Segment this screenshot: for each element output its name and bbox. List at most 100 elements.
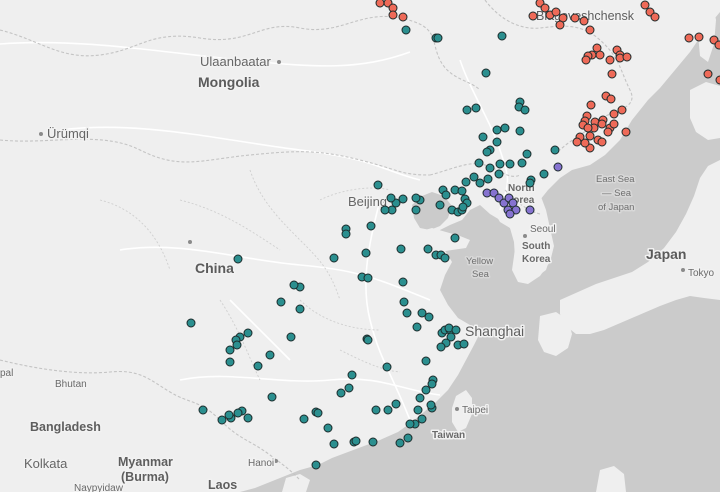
china-location-point[interactable] [286,332,296,342]
china-location-point[interactable] [402,308,412,318]
china-location-point[interactable] [265,350,275,360]
china-location-point[interactable] [426,400,436,410]
china-location-point[interactable] [500,123,510,133]
china-location-point[interactable] [451,325,461,335]
china-location-point[interactable] [411,205,421,215]
china-location-point[interactable] [363,273,373,283]
china-location-point[interactable] [363,335,373,345]
china-location-point[interactable] [411,193,421,203]
china-location-point[interactable] [424,312,434,322]
china-location-point[interactable] [329,439,339,449]
china-location-point[interactable] [386,193,396,203]
russia-location-point[interactable] [703,69,713,79]
china-location-point[interactable] [478,132,488,142]
russia-location-point[interactable] [586,100,596,110]
china-location-point[interactable] [494,169,504,179]
china-location-point[interactable] [336,388,346,398]
china-location-point[interactable] [421,356,431,366]
russia-location-point[interactable] [551,7,561,17]
russia-location-point[interactable] [603,127,613,137]
russia-location-point[interactable] [609,109,619,119]
china-location-point[interactable] [371,405,381,415]
russia-location-point[interactable] [555,20,565,30]
china-location-point[interactable] [403,433,413,443]
russia-location-point[interactable] [581,55,591,65]
russia-location-point[interactable] [684,33,694,43]
china-location-point[interactable] [461,177,471,187]
china-location-point[interactable] [233,408,243,418]
china-location-point[interactable] [329,253,339,263]
china-location-point[interactable] [399,297,409,307]
china-location-point[interactable] [539,169,549,179]
china-location-point[interactable] [525,178,535,188]
china-location-point[interactable] [311,460,321,470]
china-location-point[interactable] [368,437,378,447]
china-location-point[interactable] [341,229,351,239]
china-location-point[interactable] [413,405,423,415]
china-location-point[interactable] [380,205,390,215]
china-location-point[interactable] [225,357,235,367]
china-location-point[interactable] [515,126,525,136]
china-location-point[interactable] [520,105,530,115]
china-location-point[interactable] [471,103,481,113]
china-location-point[interactable] [224,410,234,420]
russia-location-point[interactable] [540,3,550,13]
china-location-point[interactable] [395,438,405,448]
china-location-point[interactable] [347,370,357,380]
china-location-point[interactable] [522,149,532,159]
china-location-point[interactable] [344,383,354,393]
russia-location-point[interactable] [650,12,660,22]
china-location-point[interactable] [243,413,253,423]
china-location-point[interactable] [217,415,227,425]
russia-location-point[interactable] [583,123,593,133]
china-location-point[interactable] [405,419,415,429]
china-location-point[interactable] [469,172,479,182]
china-location-point[interactable] [383,405,393,415]
north-korea-location-point[interactable] [553,162,563,172]
china-location-point[interactable] [495,159,505,169]
china-location-point[interactable] [450,233,460,243]
russia-location-point[interactable] [597,119,607,129]
russia-location-point[interactable] [640,0,650,10]
russia-location-point[interactable] [617,105,627,115]
china-location-point[interactable] [497,31,507,41]
russia-location-point[interactable] [375,0,385,8]
russia-location-point[interactable] [398,12,408,22]
china-location-point[interactable] [436,342,446,352]
russia-location-point[interactable] [605,55,615,65]
russia-location-point[interactable] [585,131,595,141]
china-location-point[interactable] [276,297,286,307]
china-location-point[interactable] [299,414,309,424]
china-location-point[interactable] [474,158,484,168]
china-location-point[interactable] [401,25,411,35]
china-location-point[interactable] [441,190,451,200]
russia-location-point[interactable] [572,137,582,147]
china-location-point[interactable] [485,163,495,173]
china-location-point[interactable] [323,423,333,433]
north-korea-location-point[interactable] [505,209,515,219]
russia-location-point[interactable] [694,32,704,42]
china-location-point[interactable] [417,414,427,424]
china-location-point[interactable] [483,174,493,184]
china-location-point[interactable] [412,322,422,332]
china-location-point[interactable] [398,194,408,204]
china-location-point[interactable] [517,158,527,168]
china-location-point[interactable] [435,200,445,210]
russia-location-point[interactable] [607,69,617,79]
china-location-point[interactable] [492,137,502,147]
china-location-point[interactable] [550,145,560,155]
china-location-point[interactable] [366,221,376,231]
china-location-point[interactable] [233,254,243,264]
russia-location-point[interactable] [597,137,607,147]
china-location-point[interactable] [313,408,323,418]
china-location-point[interactable] [481,68,491,78]
china-location-point[interactable] [186,318,196,328]
russia-location-point[interactable] [570,13,580,23]
russia-location-point[interactable] [606,94,616,104]
china-location-point[interactable] [232,340,242,350]
china-location-point[interactable] [198,405,208,415]
china-location-point[interactable] [398,277,408,287]
russia-location-point[interactable] [528,11,538,21]
